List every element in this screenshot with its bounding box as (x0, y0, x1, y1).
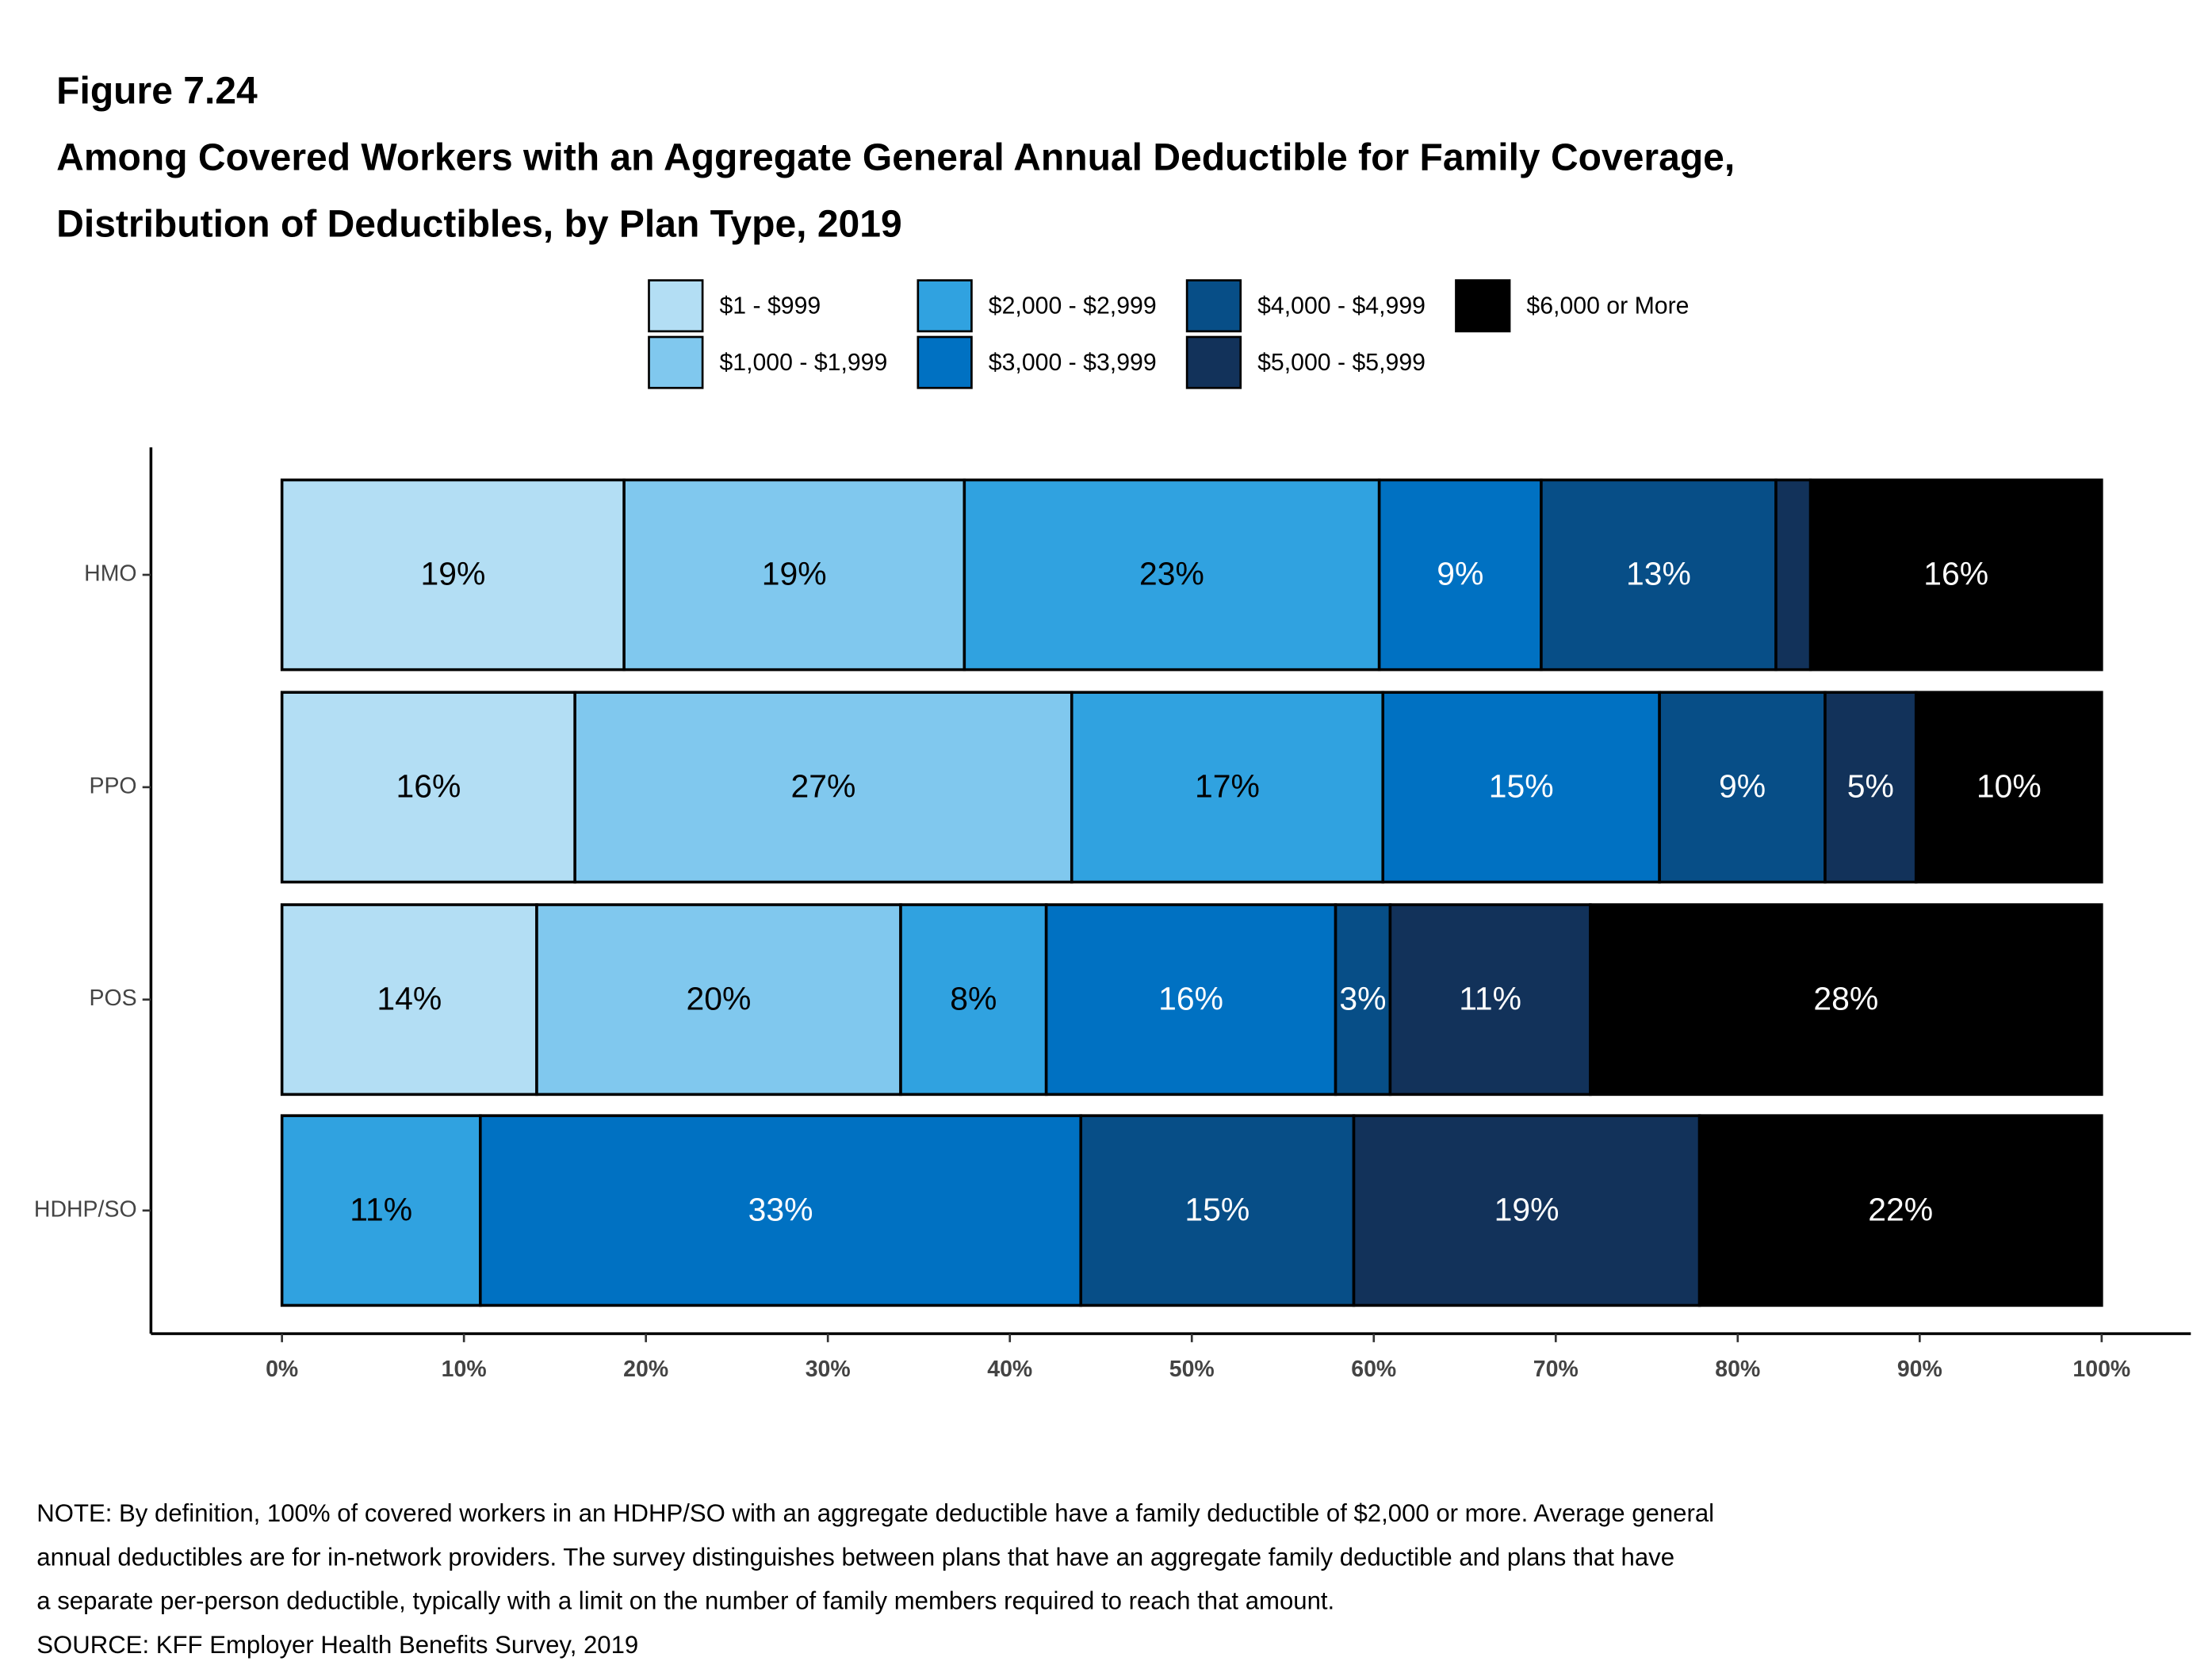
data-label: 11% (350, 1191, 412, 1227)
data-label: 19% (420, 556, 485, 592)
bar-segment (479, 1114, 1083, 1307)
data-label: 5% (1847, 767, 1894, 804)
x-tick-label: 70% (1533, 1357, 1579, 1382)
data-label: 20% (687, 980, 752, 1016)
bar-segment (1388, 903, 1592, 1097)
y-tick-label: HMO (84, 561, 136, 587)
data-label: 14% (377, 980, 442, 1016)
legend-label: $6,000 or More (1526, 293, 1689, 319)
x-tick-label: 80% (1715, 1357, 1760, 1382)
legend-label: $5,000 - $5,999 (1257, 350, 1426, 376)
legend-label: $2,000 - $2,999 (989, 293, 1157, 319)
data-label: 9% (1719, 767, 1766, 804)
chart-title: Among Covered Workers with an Aggregate … (56, 136, 1735, 178)
bar-segment (280, 903, 538, 1097)
bar-segment (1589, 903, 2103, 1097)
x-tick-label: 50% (1169, 1357, 1215, 1382)
note: NOTE: By definition, 100% of covered wor… (36, 1499, 1714, 1527)
legend-swatch (1185, 279, 1242, 333)
legend-label: $4,000 - $4,999 (1257, 293, 1426, 319)
bar-segment (573, 691, 1073, 884)
data-label: 15% (1184, 1191, 1250, 1227)
data-label: 28% (1813, 980, 1878, 1016)
data-label: 10% (1977, 767, 2042, 804)
legend-swatch (1185, 335, 1242, 389)
x-tick-label: 100% (2072, 1357, 2130, 1382)
x-tick-label: 90% (1897, 1357, 1942, 1382)
y-tick-label: HDHP/SO (34, 1196, 137, 1222)
x-tick-label: 20% (623, 1357, 668, 1382)
data-label: 19% (762, 556, 827, 592)
bar-segment (899, 903, 1048, 1097)
bar-segment (962, 478, 1381, 672)
x-tick-label: 30% (806, 1357, 851, 1382)
data-label: 3% (1339, 980, 1386, 1016)
bar-segment (1697, 1114, 2103, 1307)
note: a separate per-person deductible, typica… (36, 1587, 1334, 1615)
data-label: 8% (950, 980, 997, 1016)
bar-segment (535, 903, 902, 1097)
legend-label: $1,000 - $1,999 (719, 350, 887, 376)
bar-segment (1824, 691, 1918, 884)
bar-segment (1774, 478, 1812, 672)
data-label: 27% (791, 767, 856, 804)
chart-title: Distribution of Deductibles, by Plan Typ… (56, 202, 902, 245)
bar-segment (1079, 1114, 1356, 1307)
bar-segment (1914, 691, 2103, 884)
data-label: 22% (1868, 1191, 1933, 1227)
data-label: 23% (1139, 556, 1204, 592)
data-label: 13% (1626, 556, 1691, 592)
data-label: 16% (1923, 556, 1988, 592)
data-label: 19% (1494, 1191, 1559, 1227)
bar-segment (1808, 478, 2103, 672)
x-tick-label: 40% (987, 1357, 1032, 1382)
bar-segment (280, 691, 576, 884)
legend-swatch (1455, 279, 1511, 333)
bar-segment (280, 1114, 482, 1307)
data-label: 33% (748, 1191, 813, 1227)
note: annual deductibles are for in-network pr… (36, 1543, 1674, 1571)
legend-swatch (648, 335, 704, 389)
bar-segment (1334, 903, 1392, 1097)
y-tick-label: PPO (89, 773, 136, 798)
legend-swatch (648, 279, 704, 333)
figure-label: Figure 7.24 (56, 70, 258, 113)
bar-segment (1381, 691, 1661, 884)
bar-segment (1352, 1114, 1701, 1307)
source: SOURCE: KFF Employer Health Benefits Sur… (36, 1631, 638, 1659)
data-label: 16% (1158, 980, 1223, 1016)
bar-segment (1540, 478, 1778, 672)
y-tick-label: POS (89, 986, 136, 1011)
legend-label: $3,000 - $3,999 (989, 350, 1157, 376)
data-label: 9% (1437, 556, 1483, 592)
data-label: 15% (1489, 767, 1554, 804)
x-tick-label: 60% (1351, 1357, 1396, 1382)
bar-segment (1658, 691, 1827, 884)
legend-swatch (917, 279, 973, 333)
legend-label: $1 - $999 (719, 293, 821, 319)
data-label: 11% (1459, 980, 1521, 1016)
x-tick-label: 0% (266, 1357, 298, 1382)
bar-segment (1044, 903, 1338, 1097)
legend-swatch (917, 335, 973, 389)
data-label: 16% (396, 767, 461, 804)
data-label: 17% (1195, 767, 1260, 804)
x-tick-label: 10% (442, 1357, 487, 1382)
bar-segment (1070, 691, 1385, 884)
